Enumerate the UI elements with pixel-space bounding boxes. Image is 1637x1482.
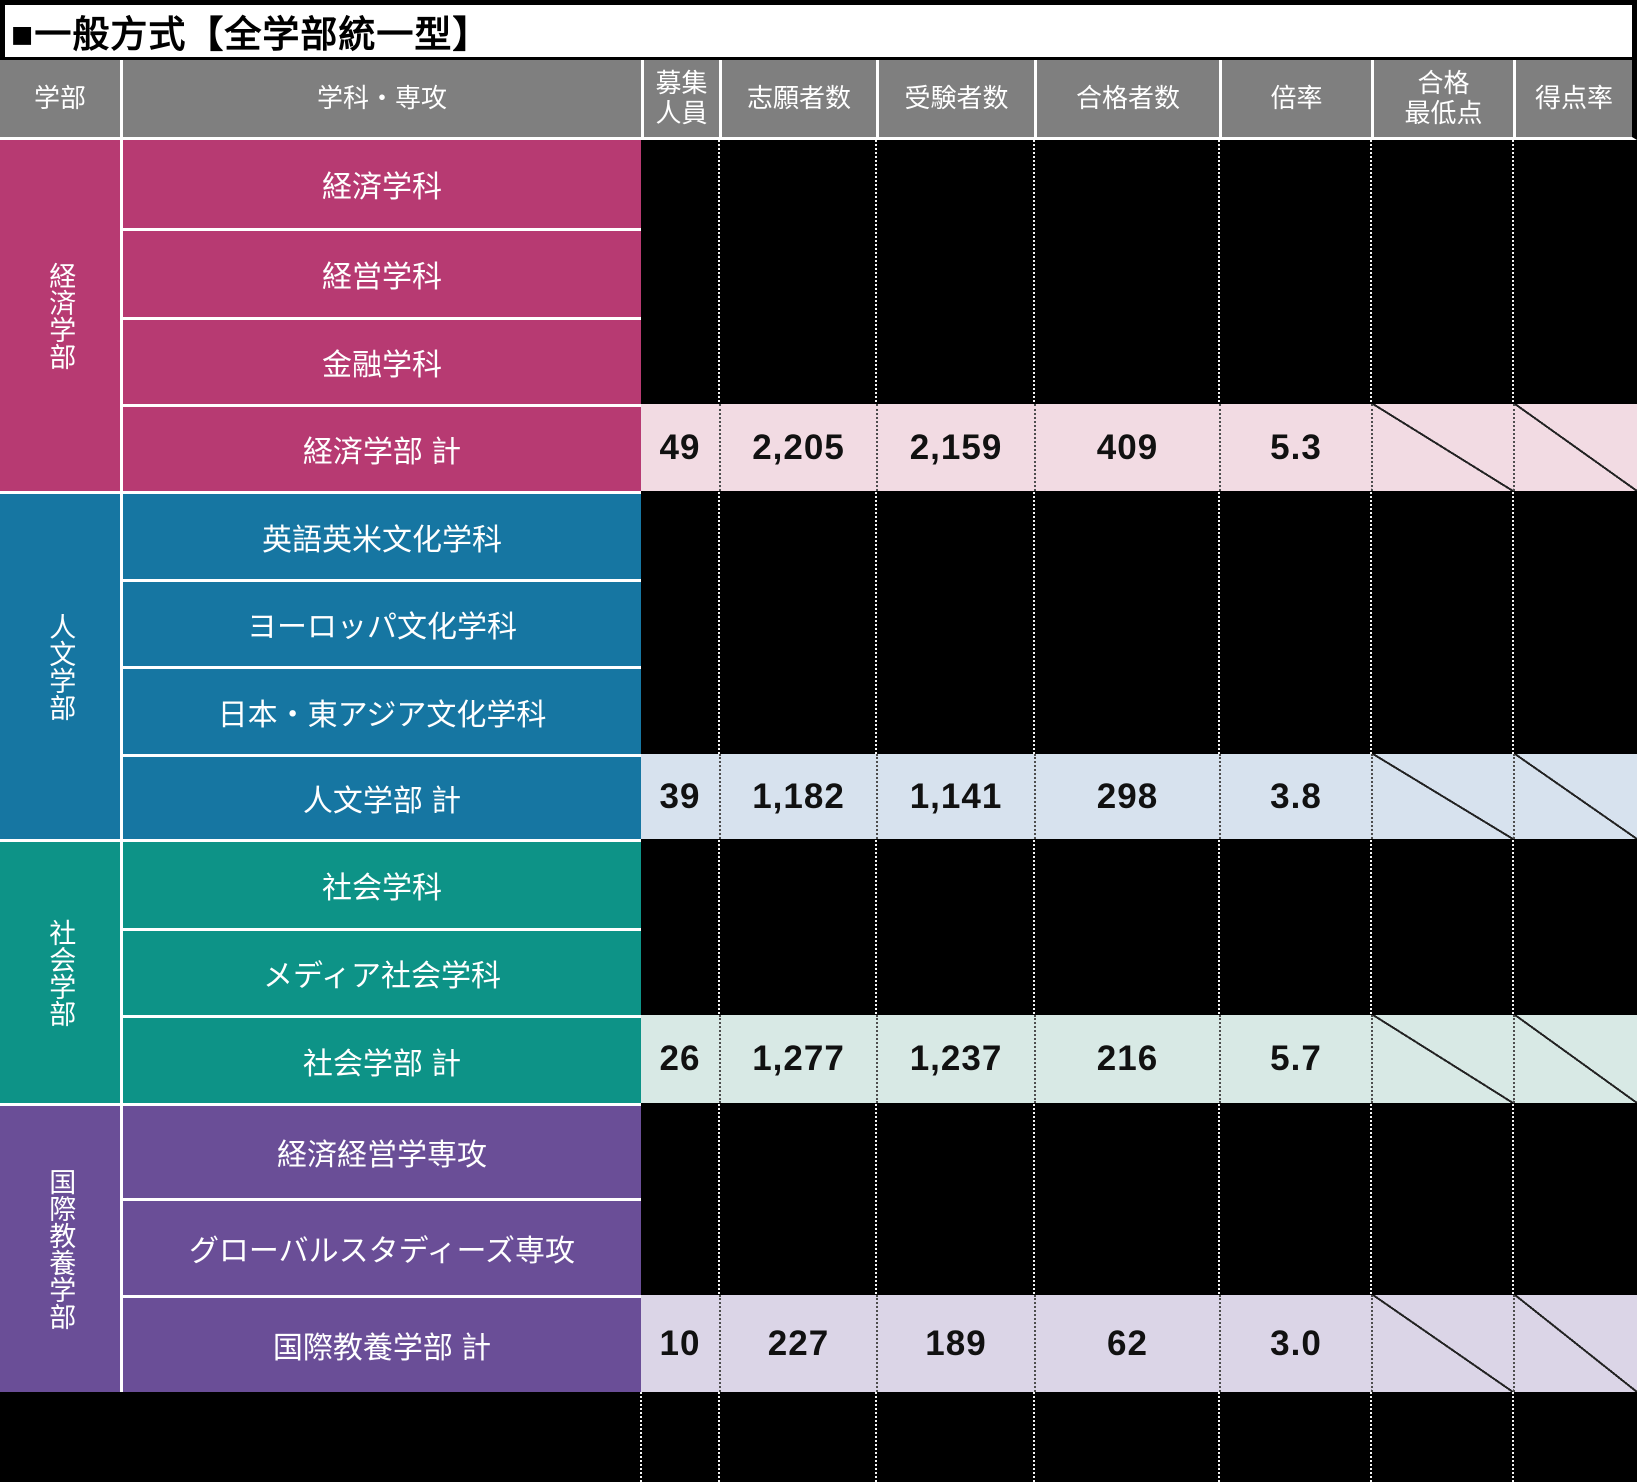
examinees-value: 2,159: [876, 404, 1034, 491]
department-cell: グローバルスタディーズ専攻: [120, 1198, 641, 1295]
department-cell: 日本・東アジア文化学科: [120, 666, 641, 754]
applicants-value: 1,277: [719, 1015, 876, 1103]
col-header-capacity: 募集 人員: [641, 60, 719, 140]
department-cell: 経営学科: [120, 228, 641, 317]
examinees-value: 1,237: [876, 1015, 1034, 1103]
department-cell: 経済経営学専攻: [120, 1103, 641, 1198]
department-cell: 経済学科: [120, 140, 641, 228]
total-label-cell: 国際教養学部 計: [120, 1295, 641, 1392]
department-cell: メディア社会学科: [120, 928, 641, 1015]
capacity-value: 10: [641, 1295, 719, 1392]
faculty-cell-economics: 経済学部: [0, 140, 120, 491]
score-rate-slash-cell: [1513, 404, 1637, 491]
ratio-value: 3.0: [1219, 1295, 1371, 1392]
admissions-table: 学部 学科・専攻 募集 人員 志願者数 受験者数 合格者数 倍率 合格 最低点 …: [0, 60, 1637, 1482]
department-cell: 社会学科: [120, 839, 641, 928]
faculty-cell-sociology: 社会学部: [0, 839, 120, 1103]
ratio-value: 5.7: [1219, 1015, 1371, 1103]
accepted-value: 409: [1034, 404, 1219, 491]
total-label-cell: 人文学部 計: [120, 754, 641, 839]
score-rate-slash-cell: [1513, 1295, 1637, 1392]
page-title: ■一般方式【全学部統一型】: [0, 0, 1637, 60]
min-score-slash-cell: [1371, 754, 1513, 839]
applicants-value: 227: [719, 1295, 876, 1392]
capacity-value: 39: [641, 754, 719, 839]
examinees-value: 1,141: [876, 754, 1034, 839]
min-score-slash-cell: [1371, 1295, 1513, 1392]
accepted-value: 216: [1034, 1015, 1219, 1103]
score-rate-slash-cell: [1513, 1015, 1637, 1103]
col-header-faculty: 学部: [0, 60, 120, 140]
examinees-value: 189: [876, 1295, 1034, 1392]
col-header-accepted: 合格者数: [1034, 60, 1219, 140]
total-label-cell: 社会学部 計: [120, 1015, 641, 1103]
accepted-value: 298: [1034, 754, 1219, 839]
min-score-slash-cell: [1371, 404, 1513, 491]
col-header-score-rate: 得点率: [1513, 60, 1637, 140]
department-cell: 金融学科: [120, 317, 641, 404]
faculty-cell-international: 国際教養学部: [0, 1103, 120, 1392]
applicants-value: 2,205: [719, 404, 876, 491]
min-score-slash-cell: [1371, 1015, 1513, 1103]
ratio-value: 5.3: [1219, 404, 1371, 491]
ratio-value: 3.8: [1219, 754, 1371, 839]
department-cell: 英語英米文化学科: [120, 491, 641, 579]
col-header-applicants: 志願者数: [719, 60, 876, 140]
total-label-cell: 経済学部 計: [120, 404, 641, 491]
col-header-department: 学科・専攻: [120, 60, 641, 140]
empty-footer-row: [0, 1392, 1637, 1482]
column-separator: [640, 1392, 642, 1482]
col-header-examinees: 受験者数: [876, 60, 1034, 140]
department-cell: ヨーロッパ文化学科: [120, 579, 641, 666]
capacity-value: 49: [641, 404, 719, 491]
accepted-value: 62: [1034, 1295, 1219, 1392]
col-header-min-score: 合格 最低点: [1371, 60, 1513, 140]
capacity-value: 26: [641, 1015, 719, 1103]
col-header-ratio: 倍率: [1219, 60, 1371, 140]
applicants-value: 1,182: [719, 754, 876, 839]
score-rate-slash-cell: [1513, 754, 1637, 839]
faculty-cell-humanities: 人文学部: [0, 491, 120, 839]
